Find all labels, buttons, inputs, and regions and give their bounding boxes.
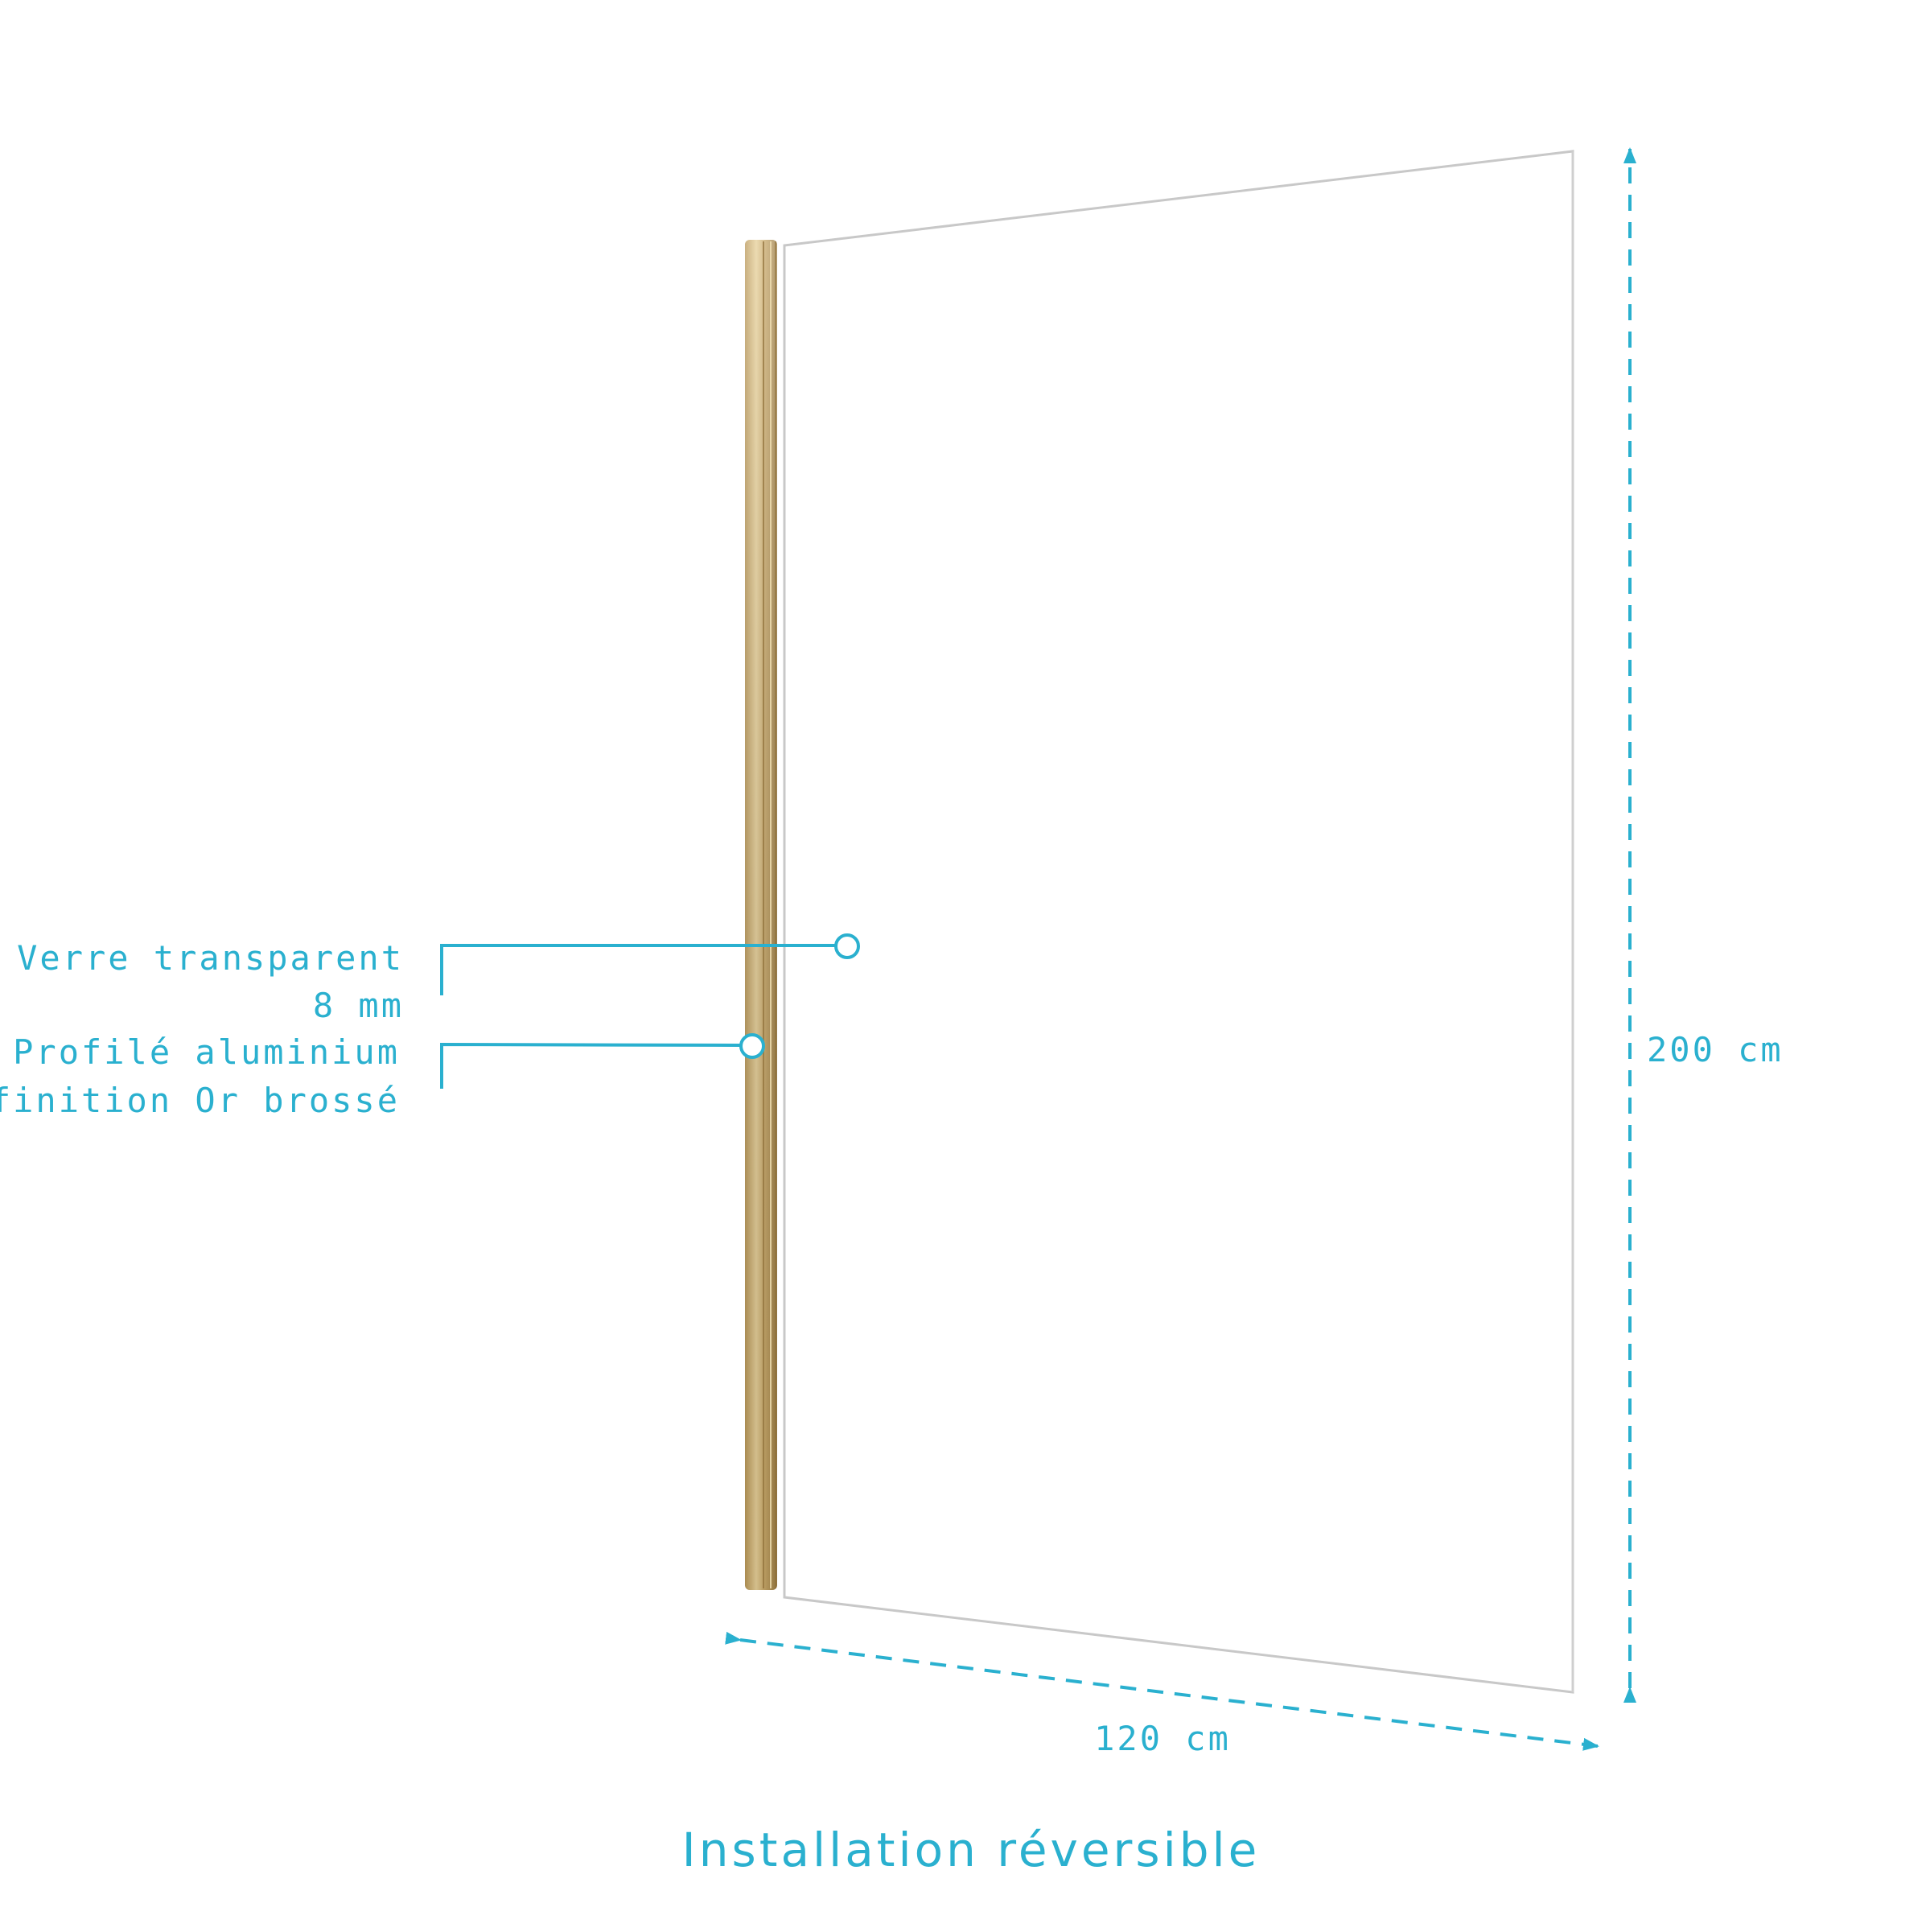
glass-callout-dot <box>834 933 860 959</box>
width-dimension-line <box>725 1631 1599 1751</box>
glass-label-line2: 8 mm <box>313 986 404 1025</box>
glass-label-line1: Verre transparent <box>17 938 404 978</box>
height-label: 200 cm <box>1647 1030 1784 1069</box>
aluminium-profile <box>745 240 777 1590</box>
profile-callout: Profilé aluminium finition Or brossé <box>0 1032 765 1120</box>
glass-pane <box>783 150 1574 1694</box>
width-dimension: 120 cm <box>725 1631 1599 1758</box>
profile-label-line2: finition Or brossé <box>0 1081 400 1120</box>
glass-leader-line <box>440 944 845 995</box>
glass-panel <box>783 150 1574 1694</box>
width-label: 120 cm <box>1094 1719 1231 1758</box>
profile-label-line1: Profilé aluminium <box>13 1032 400 1072</box>
installation-caption: Installation réversible <box>682 1823 1261 1877</box>
glass-callout: Verre transparent 8 mm <box>17 933 860 1025</box>
profile-leader-line <box>440 1042 743 1089</box>
height-dimension: 200 cm <box>1623 147 1784 1703</box>
profile-callout-dot <box>739 1033 765 1059</box>
